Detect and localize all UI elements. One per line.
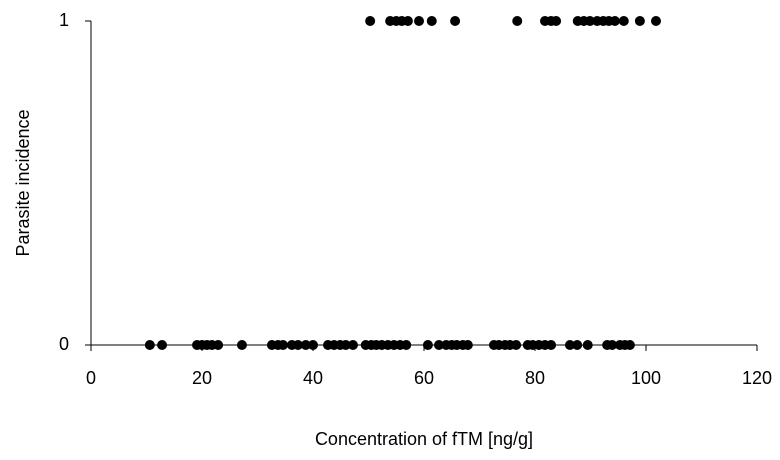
- point: [213, 340, 224, 350]
- point: [157, 340, 168, 350]
- point: [401, 340, 412, 350]
- point: [512, 16, 523, 26]
- point: [546, 340, 557, 350]
- point: [582, 340, 593, 350]
- x-tick-label: 80: [525, 368, 545, 388]
- point: [609, 16, 620, 26]
- point: [402, 16, 413, 26]
- point: [300, 340, 311, 350]
- point: [634, 16, 645, 26]
- point: [450, 16, 461, 26]
- point: [551, 16, 562, 26]
- point: [236, 340, 247, 350]
- y-tick-label: 1: [59, 10, 69, 30]
- point: [365, 16, 376, 26]
- point: [462, 340, 473, 350]
- point: [584, 16, 595, 26]
- x-tick-label: 120: [742, 368, 772, 388]
- x-tick-label: 100: [631, 368, 661, 388]
- point: [618, 16, 629, 26]
- x-tick-label: 20: [192, 368, 212, 388]
- x-tick-label: 40: [303, 368, 323, 388]
- point: [650, 16, 661, 26]
- x-tick-label: 0: [86, 368, 96, 388]
- y-tick-label: 0: [59, 334, 69, 354]
- y-axis-label: Parasite incidence: [13, 109, 33, 256]
- x-axis-label: Concentration of fTM [ng/g]: [315, 429, 533, 449]
- point: [422, 340, 433, 350]
- point: [433, 340, 444, 350]
- point: [293, 340, 304, 350]
- point: [426, 16, 437, 26]
- point: [340, 340, 351, 350]
- point: [308, 340, 318, 350]
- point: [144, 340, 155, 350]
- point: [511, 340, 522, 350]
- point: [607, 340, 618, 350]
- point: [347, 340, 358, 350]
- point: [572, 340, 583, 350]
- x-tick-label: 60: [414, 368, 434, 388]
- point: [564, 340, 575, 350]
- point: [278, 340, 289, 350]
- point: [414, 16, 425, 26]
- point: [624, 340, 635, 350]
